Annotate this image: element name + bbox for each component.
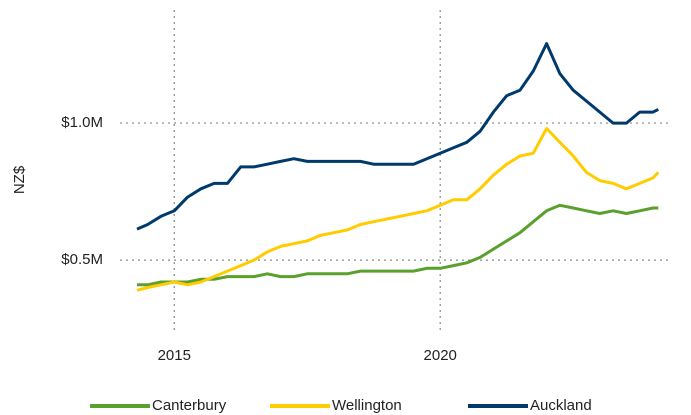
series-line <box>136 42 659 231</box>
y-tick-label: $1.0M <box>61 114 103 131</box>
legend-label: Auckland <box>530 397 592 414</box>
legend-label: Canterbury <box>152 397 227 414</box>
series-line <box>136 127 660 292</box>
x-tick-label: 2020 <box>424 347 457 364</box>
y-tick-label: $0.5M <box>61 251 103 268</box>
x-tick-label: 2015 <box>158 347 191 364</box>
y-axis-label: NZ$ <box>11 165 28 194</box>
legend-label: Wellington <box>332 397 402 414</box>
series-line <box>137 203 659 287</box>
